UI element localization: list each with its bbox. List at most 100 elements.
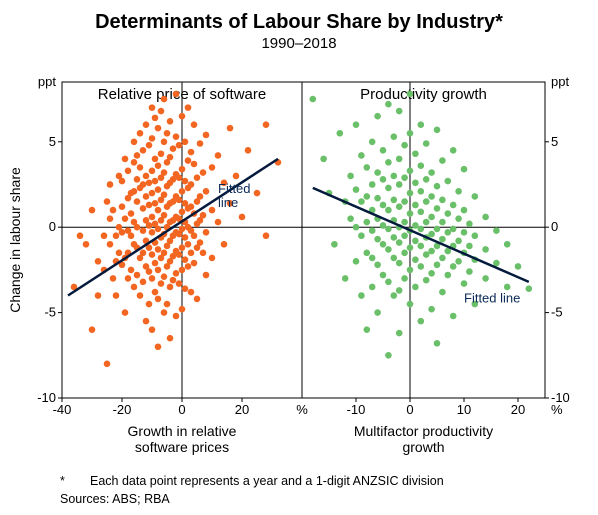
data-point [385,207,392,214]
data-point [391,292,398,299]
data-point [401,198,408,205]
data-point [358,232,365,239]
data-point [149,251,156,258]
data-point [185,263,192,270]
data-point [396,203,403,210]
data-point [140,279,147,286]
data-point [412,150,419,157]
data-point [407,244,414,251]
data-point [188,149,195,156]
data-point [140,227,147,234]
data-point [188,250,195,257]
data-point [423,140,430,147]
data-point [110,275,117,282]
data-point [428,248,435,255]
data-point [173,133,180,140]
data-point [155,162,162,169]
data-point [407,190,414,197]
data-point [89,326,96,333]
data-point [401,232,408,239]
data-point [385,159,392,166]
data-point [107,215,114,222]
data-point [131,138,138,145]
data-point [182,234,189,241]
data-point [155,267,162,274]
data-point [149,135,156,142]
data-point [185,157,192,164]
data-point [342,275,349,282]
svg-text:20: 20 [235,402,249,417]
data-point [161,212,168,219]
data-point [353,224,360,231]
data-point [369,255,376,262]
data-point [176,251,183,258]
svg-text:Fitted: Fitted [218,181,251,196]
data-point [125,275,132,282]
panel-title-right: Productivity growth [360,86,487,103]
data-point [161,273,168,280]
data-point [466,220,473,227]
data-point [461,207,468,214]
panel-right: Productivity growthFitted line-1001020Mu… [302,82,545,455]
data-point [158,108,165,115]
data-point [407,130,414,137]
svg-text:Multifactor productivity: Multifactor productivity [354,423,493,439]
data-point [385,279,392,286]
data-point [412,238,419,245]
data-point [358,152,365,159]
footnote-marker: * [60,474,65,488]
data-point [504,241,511,248]
data-point [310,96,317,103]
data-point [472,193,479,200]
data-point [179,267,186,274]
data-point [423,277,430,284]
data-point [418,263,425,270]
data-point [320,156,327,163]
data-point [134,176,141,183]
data-point [191,121,198,128]
data-point [461,280,468,287]
data-point [461,229,468,236]
data-point [396,287,403,294]
y-tick-left: -5 [44,305,56,320]
data-point [239,214,246,221]
data-point [407,267,414,274]
data-point [418,121,425,128]
data-point [143,173,150,180]
data-point [113,232,120,239]
data-point [161,250,168,257]
data-point [482,275,489,282]
data-point [116,250,123,257]
data-point [423,198,430,205]
data-point [197,239,204,246]
data-point [185,104,192,111]
data-point [128,267,135,274]
data-point [107,241,114,248]
y-tick-right: -5 [551,305,563,320]
data-point [200,169,207,176]
data-point [455,258,462,265]
footnote-text: Each data point represents a year and a … [90,474,444,488]
data-point [161,96,168,103]
data-point [439,289,446,296]
data-point [173,270,180,277]
data-point [128,232,135,239]
data-point [461,166,468,173]
data-point [374,309,381,316]
data-point [155,296,162,303]
data-point [493,260,500,267]
data-point [161,191,168,198]
data-point [423,219,430,226]
data-point [131,188,138,195]
data-point [203,272,210,279]
data-point [396,156,403,163]
sources: Sources: ABS; RBA [60,492,170,506]
data-point [170,145,177,152]
data-point [137,164,144,171]
data-point [439,219,446,226]
data-point [482,214,489,221]
svg-text:10: 10 [457,402,471,417]
data-point [374,169,381,176]
svg-text:Fitted line: Fitted line [464,290,520,305]
data-point [161,138,168,145]
